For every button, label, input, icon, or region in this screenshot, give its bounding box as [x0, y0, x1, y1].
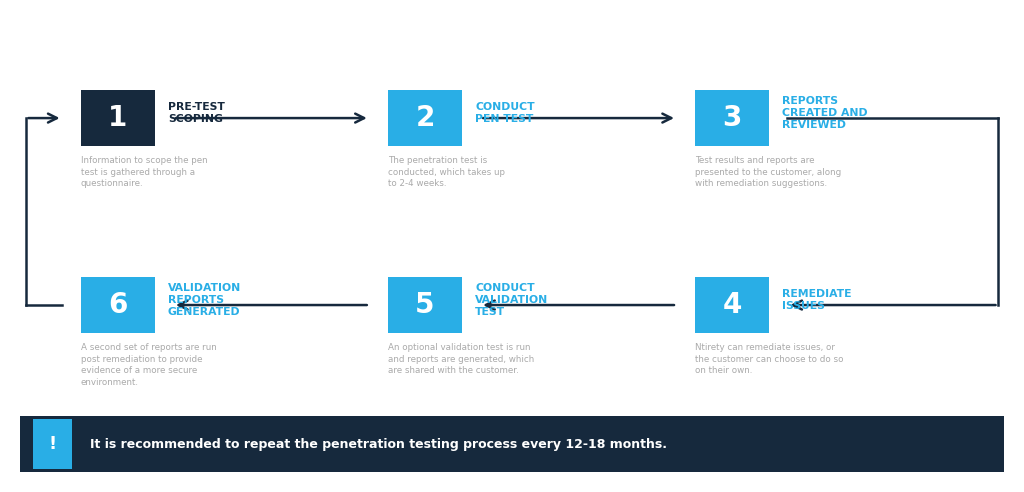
Bar [20, 416, 1004, 472]
FancyBboxPatch shape [81, 277, 155, 334]
Text: 2: 2 [416, 104, 434, 132]
Text: CONDUCT
VALIDATION
TEST: CONDUCT VALIDATION TEST [475, 283, 549, 317]
Bar [33, 419, 72, 469]
Text: 3: 3 [723, 104, 741, 132]
Text: VALIDATION
REPORTS
GENERATED: VALIDATION REPORTS GENERATED [168, 283, 242, 317]
FancyBboxPatch shape [695, 90, 769, 147]
Text: An optional validation test is run
and reports are generated, which
are shared w: An optional validation test is run and r… [388, 343, 535, 375]
Text: REMEDIATE
ISSUES: REMEDIATE ISSUES [782, 289, 852, 311]
Text: Test results and reports are
presented to the customer, along
with remediation s: Test results and reports are presented t… [695, 156, 842, 188]
FancyBboxPatch shape [388, 277, 462, 334]
Text: REPORTS
CREATED AND
REVIEWED: REPORTS CREATED AND REVIEWED [782, 96, 868, 130]
FancyBboxPatch shape [388, 90, 462, 147]
Text: !: ! [48, 435, 56, 453]
Text: A second set of reports are run
post remediation to provide
evidence of a more s: A second set of reports are run post rem… [81, 343, 217, 387]
Text: Information to scope the pen
test is gathered through a
questionnaire.: Information to scope the pen test is gat… [81, 156, 208, 188]
Text: 4: 4 [723, 291, 741, 319]
Text: Ntirety can remediate issues, or
the customer can choose to do so
on their own.: Ntirety can remediate issues, or the cus… [695, 343, 844, 375]
FancyBboxPatch shape [695, 277, 769, 334]
Text: 6: 6 [109, 291, 127, 319]
Text: It is recommended to repeat the penetration testing process every 12-18 months.: It is recommended to repeat the penetrat… [90, 437, 667, 451]
Text: The penetration test is
conducted, which takes up
to 2-4 weeks.: The penetration test is conducted, which… [388, 156, 505, 188]
Text: 1: 1 [109, 104, 127, 132]
Text: CONDUCT
PEN TEST: CONDUCT PEN TEST [475, 102, 535, 124]
Text: 5: 5 [415, 291, 435, 319]
Text: PRE-TEST
SCOPING: PRE-TEST SCOPING [168, 102, 225, 124]
FancyBboxPatch shape [81, 90, 155, 147]
